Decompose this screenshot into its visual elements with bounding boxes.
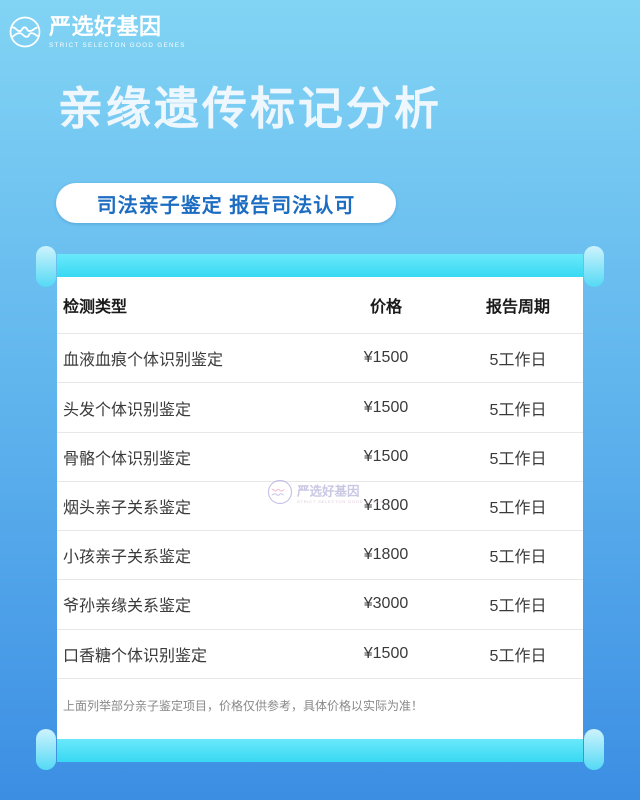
svg-text:严选好基因: 严选好基因	[296, 484, 360, 499]
svg-text:STRICT SELECTON GOOD GENES: STRICT SELECTON GOOD GENES	[297, 499, 383, 504]
